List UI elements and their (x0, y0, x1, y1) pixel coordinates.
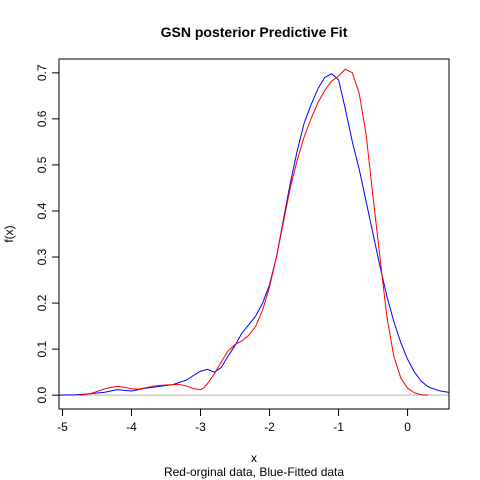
x-tick-label: 0 (404, 420, 411, 434)
y-axis-title: f(x) (2, 225, 16, 242)
chart-title: GSN posterior Predictive Fit (161, 24, 348, 40)
chart-subtitle: Red-orginal data, Blue-Fitted data (164, 465, 344, 479)
y-axis: 0.0 0.1 0.2 0.3 0.4 0.5 0.6 0.7 (35, 64, 60, 404)
x-tick-label: -1 (333, 420, 344, 434)
x-tick-label: -3 (195, 420, 206, 434)
y-tick-label: 0.6 (35, 110, 49, 127)
density-curve-red (79, 68, 429, 396)
plot-layer (58, 68, 450, 396)
y-tick-label: 0.5 (35, 156, 49, 173)
x-tick-label: -2 (264, 420, 275, 434)
x-tick-label: -5 (57, 420, 68, 434)
y-tick-label: 0.0 (35, 387, 49, 404)
x-axis: -5 -4 -3 -2 -1 0 (57, 408, 411, 434)
x-axis-title: x (251, 451, 257, 465)
y-tick-label: 0.1 (35, 340, 49, 357)
y-tick-label: 0.4 (35, 202, 49, 219)
y-tick-label: 0.2 (35, 294, 49, 311)
x-tick-label: -4 (126, 420, 137, 434)
y-tick-label: 0.7 (35, 64, 49, 81)
y-tick-label: 0.3 (35, 248, 49, 265)
